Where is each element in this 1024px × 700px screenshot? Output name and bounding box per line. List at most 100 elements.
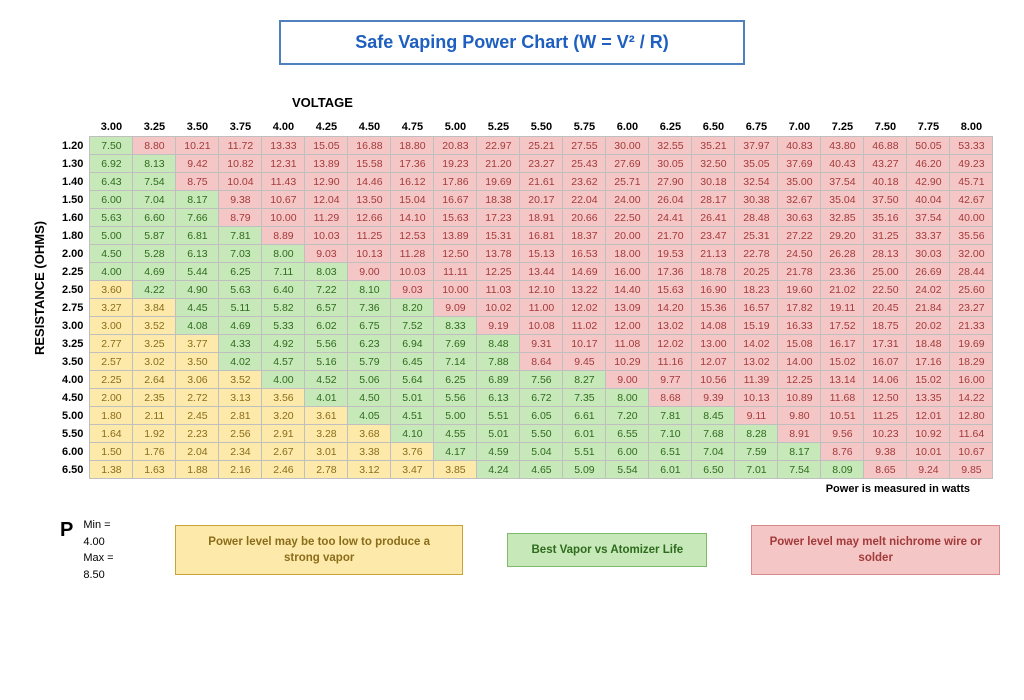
power-cell: 32.55 xyxy=(649,137,692,155)
power-cell: 6.50 xyxy=(692,461,735,479)
resistance-header: 3.50 xyxy=(58,353,90,371)
power-cell: 8.20 xyxy=(391,299,434,317)
power-cell: 2.78 xyxy=(305,461,348,479)
power-cell: 46.88 xyxy=(864,137,907,155)
power-cell: 5.82 xyxy=(262,299,305,317)
power-cell: 3.85 xyxy=(434,461,477,479)
power-cell: 2.81 xyxy=(219,407,262,425)
power-cell: 19.69 xyxy=(950,335,993,353)
power-cell: 12.02 xyxy=(563,299,606,317)
power-cell: 3.61 xyxy=(305,407,348,425)
power-cell: 37.69 xyxy=(778,155,821,173)
power-cell: 11.64 xyxy=(950,425,993,443)
power-cell: 18.37 xyxy=(563,227,606,245)
power-cell: 8.91 xyxy=(778,425,821,443)
power-cell: 9.09 xyxy=(434,299,477,317)
power-cell: 6.23 xyxy=(348,335,391,353)
power-cell: 4.02 xyxy=(219,353,262,371)
power-cell: 10.29 xyxy=(606,353,649,371)
voltage-header: 7.50 xyxy=(864,118,907,137)
power-cell: 9.42 xyxy=(176,155,219,173)
power-cell: 14.46 xyxy=(348,173,391,191)
header-blank xyxy=(58,118,90,137)
power-cell: 1.63 xyxy=(133,461,176,479)
power-cell: 19.53 xyxy=(649,245,692,263)
power-cell: 7.04 xyxy=(133,191,176,209)
power-cell: 9.03 xyxy=(391,281,434,299)
power-cell: 3.01 xyxy=(305,443,348,461)
power-chart-table: 3.003.253.503.754.004.254.504.755.005.25… xyxy=(58,118,993,479)
power-cell: 13.50 xyxy=(348,191,391,209)
power-cell: 16.90 xyxy=(692,281,735,299)
power-cell: 19.60 xyxy=(778,281,821,299)
power-cell: 9.38 xyxy=(219,191,262,209)
power-cell: 4.50 xyxy=(348,389,391,407)
power-range-values: Min = 4.00 Max = 8.50 xyxy=(83,517,131,583)
power-cell: 18.00 xyxy=(606,245,649,263)
power-cell: 11.11 xyxy=(434,263,477,281)
power-cell: 27.22 xyxy=(778,227,821,245)
power-cell: 27.90 xyxy=(649,173,692,191)
power-cell: 20.00 xyxy=(606,227,649,245)
power-cell: 10.08 xyxy=(520,317,563,335)
power-cell: 5.63 xyxy=(90,209,133,227)
voltage-header: 7.25 xyxy=(821,118,864,137)
voltage-header: 4.75 xyxy=(391,118,434,137)
power-cell: 35.00 xyxy=(778,173,821,191)
power-cell: 14.02 xyxy=(735,335,778,353)
power-cell: 19.11 xyxy=(821,299,864,317)
power-cell: 8.89 xyxy=(262,227,305,245)
power-cell: 8.76 xyxy=(821,443,864,461)
power-cell: 4.59 xyxy=(477,443,520,461)
power-cell: 1.64 xyxy=(90,425,133,443)
power-cell: 10.02 xyxy=(477,299,520,317)
power-cell: 6.81 xyxy=(176,227,219,245)
power-cell: 1.88 xyxy=(176,461,219,479)
power-cell: 9.77 xyxy=(649,371,692,389)
power-cell: 5.51 xyxy=(477,407,520,425)
power-cell: 6.40 xyxy=(262,281,305,299)
power-cell: 2.16 xyxy=(219,461,262,479)
power-cell: 14.40 xyxy=(606,281,649,299)
power-cell: 10.13 xyxy=(735,389,778,407)
power-cell: 10.21 xyxy=(176,137,219,155)
power-cell: 20.66 xyxy=(563,209,606,227)
power-cell: 7.04 xyxy=(692,443,735,461)
power-cell: 15.58 xyxy=(348,155,391,173)
power-cell: 4.65 xyxy=(520,461,563,479)
chart-title: Safe Vaping Power Chart (W = V² / R) xyxy=(355,32,669,52)
power-cell: 2.64 xyxy=(133,371,176,389)
power-cell: 9.80 xyxy=(778,407,821,425)
power-cell: 22.50 xyxy=(606,209,649,227)
power-cell: 4.17 xyxy=(434,443,477,461)
power-cell: 13.78 xyxy=(477,245,520,263)
power-cell: 21.02 xyxy=(821,281,864,299)
power-cell: 10.82 xyxy=(219,155,262,173)
voltage-header: 6.75 xyxy=(735,118,778,137)
resistance-header: 6.50 xyxy=(58,461,90,479)
power-cell: 3.52 xyxy=(219,371,262,389)
power-cell: 10.23 xyxy=(864,425,907,443)
power-cell: 14.20 xyxy=(649,299,692,317)
power-cell: 53.33 xyxy=(950,137,993,155)
power-cell: 43.27 xyxy=(864,155,907,173)
power-cell: 24.00 xyxy=(606,191,649,209)
power-cell: 35.04 xyxy=(821,191,864,209)
power-cell: 10.04 xyxy=(219,173,262,191)
power-cell: 17.23 xyxy=(477,209,520,227)
resistance-header: 3.25 xyxy=(58,335,90,353)
power-cell: 22.97 xyxy=(477,137,520,155)
power-cell: 23.27 xyxy=(950,299,993,317)
power-cell: 3.52 xyxy=(133,317,176,335)
power-cell: 21.13 xyxy=(692,245,735,263)
power-cell: 3.60 xyxy=(90,281,133,299)
resistance-header: 1.40 xyxy=(58,173,90,191)
power-cell: 42.90 xyxy=(907,173,950,191)
power-cell: 6.55 xyxy=(606,425,649,443)
power-cell: 5.56 xyxy=(305,335,348,353)
power-cell: 12.02 xyxy=(649,335,692,353)
voltage-header: 5.25 xyxy=(477,118,520,137)
power-cell: 21.78 xyxy=(778,263,821,281)
power-cell: 13.89 xyxy=(305,155,348,173)
resistance-header: 1.20 xyxy=(58,137,90,155)
